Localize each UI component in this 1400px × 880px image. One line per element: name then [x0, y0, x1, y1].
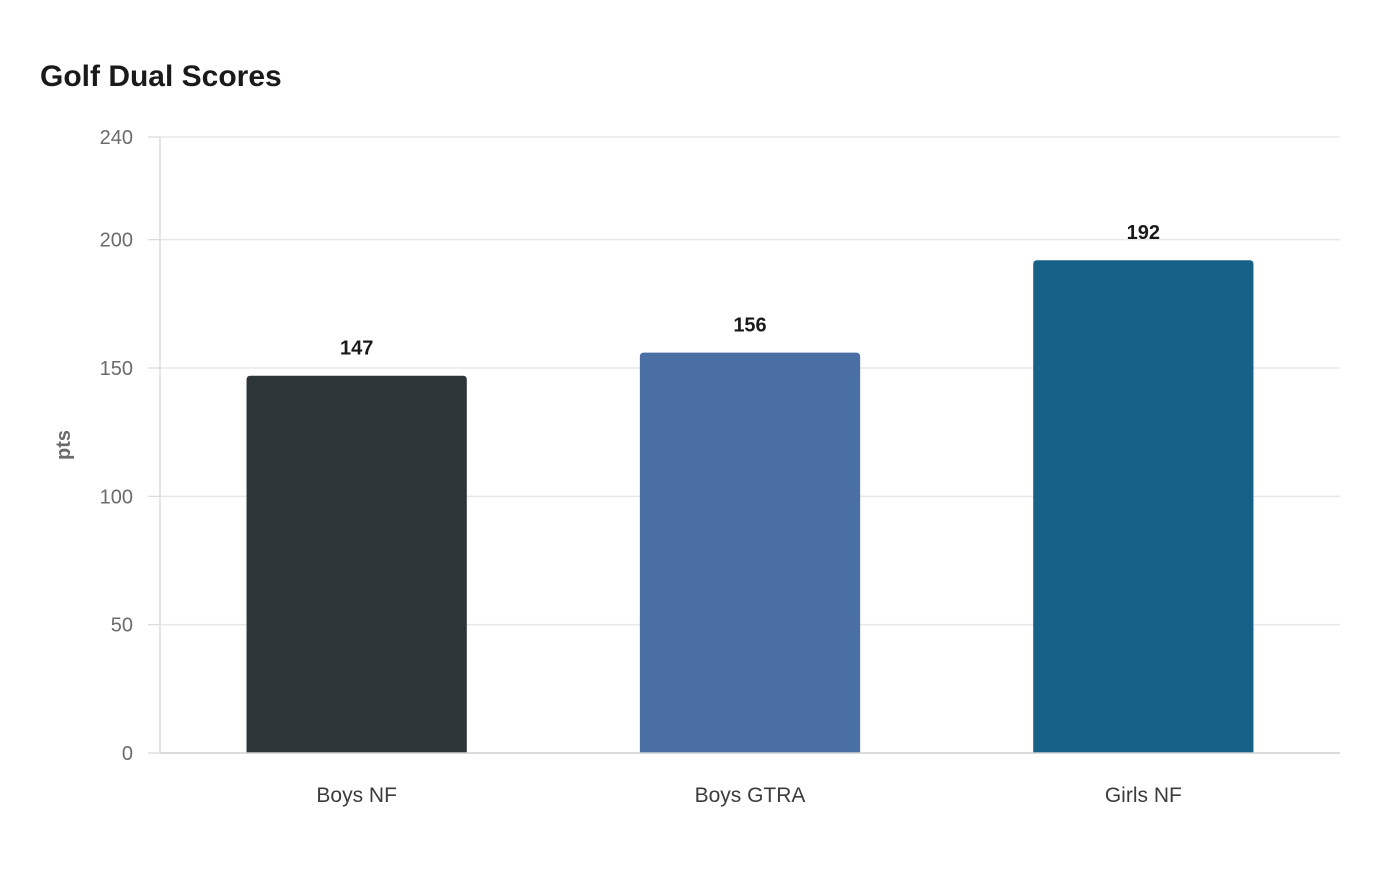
bar-value-label: 147 [340, 338, 373, 360]
x-category-label: Boys NF [316, 784, 397, 807]
axes [148, 136, 1340, 754]
y-tick-label: 240 [100, 127, 133, 149]
bar-girls-nf [1033, 260, 1254, 753]
y-tick-label: 50 [111, 615, 133, 637]
y-axis-title: pts [53, 430, 75, 460]
bar-boys-nf [246, 375, 467, 753]
y-tick-label: 150 [100, 358, 133, 380]
y-tick-label: 200 [100, 230, 133, 252]
x-category-label: Girls NF [1105, 784, 1182, 807]
bar-boys-gtra [639, 352, 861, 753]
x-category-label: Boys GTRA [695, 784, 806, 807]
bar-value-label: 192 [1127, 222, 1160, 244]
y-tick-label: 0 [122, 743, 133, 765]
chart-title: Golf Dual Scores [40, 60, 282, 93]
labels: 0 50 100 150 200 240 147 Boys NF 156 Boys GTRA 192… [53, 127, 1182, 807]
y-tick-label: 100 [100, 486, 133, 508]
bar-value-label: 156 [733, 315, 766, 337]
bars [246, 260, 1254, 753]
